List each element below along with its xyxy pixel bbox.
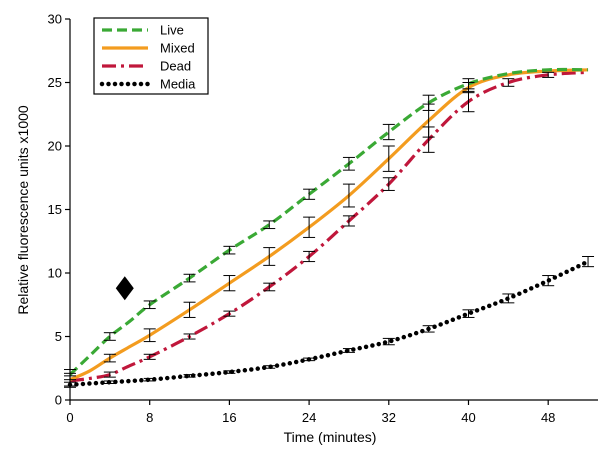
y-tick-label: 10: [48, 266, 62, 281]
y-tick-label: 20: [48, 139, 62, 154]
series-line-media: [67, 259, 591, 388]
series-line-dead: [69, 70, 589, 383]
x-tick-label: 40: [461, 410, 475, 425]
y-axis-title: Relative fluorescence units x1000: [15, 105, 31, 315]
series-line-live: [68, 67, 589, 376]
x-tick-label: 32: [382, 410, 396, 425]
x-tick-label: 16: [222, 410, 236, 425]
x-tick-label: 24: [302, 410, 316, 425]
legend-label-mixed: Mixed: [160, 41, 195, 56]
series-line-mixed: [69, 68, 589, 382]
y-tick-label: 30: [48, 12, 62, 27]
error-bars-group: [64, 71, 595, 388]
legend-label-live: Live: [160, 23, 184, 38]
legend: Live Mixed Dead Media: [93, 17, 209, 95]
series-group: [67, 67, 591, 388]
x-tick-label: 0: [66, 410, 73, 425]
annotation-group: [115, 276, 134, 301]
y-tick-label: 15: [48, 202, 62, 217]
diamond-marker-icon: [115, 276, 134, 301]
y-tick-label: 5: [55, 329, 62, 344]
legend-label-media: Media: [160, 77, 196, 92]
x-tick-label: 8: [146, 410, 153, 425]
axes-group: 0 5 10 15 20 25 30 0 8 16 24 32 40 48: [48, 12, 598, 425]
x-tick-label: 48: [541, 410, 555, 425]
legend-label-dead: Dead: [160, 59, 191, 74]
y-tick-label: 25: [48, 75, 62, 90]
x-axis-title: Time (minutes): [284, 429, 377, 445]
y-tick-label: 0: [55, 393, 62, 408]
legend-box: [93, 17, 209, 95]
